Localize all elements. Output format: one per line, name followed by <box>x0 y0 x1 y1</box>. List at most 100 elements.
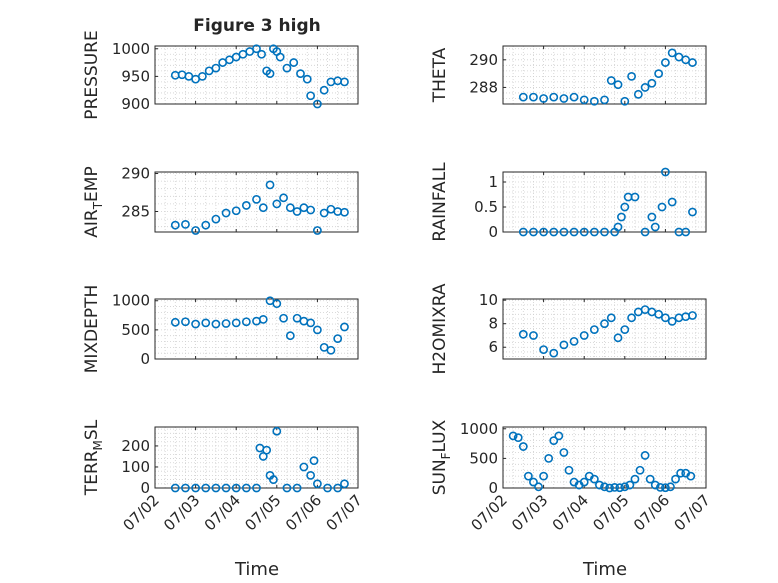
data-point-mixdepth <box>306 318 316 328</box>
data-point-pressure <box>296 69 305 79</box>
data-point-sun-flux <box>539 471 548 481</box>
axes-box-rainfall <box>502 171 707 233</box>
y-tick-label-terr-msl: 200 <box>121 437 150 455</box>
data-point-theta <box>559 94 569 103</box>
data-point-h2omixra <box>627 313 636 323</box>
x-tick-label: 07/06 <box>630 491 673 534</box>
data-point-air-temp <box>279 193 288 203</box>
data-point-pressure <box>252 44 261 54</box>
data-point-terr-msl <box>269 475 278 484</box>
data-point-theta <box>667 48 677 58</box>
data-point-terr-msl <box>292 483 302 493</box>
data-point-mixdepth <box>285 331 295 341</box>
data-point-air-temp <box>191 226 200 235</box>
data-point-rainfall <box>529 227 538 237</box>
data-point-h2omixra <box>529 331 538 340</box>
data-point-pressure <box>265 69 275 79</box>
data-point-sun-flux <box>686 471 696 481</box>
data-point-h2omixra <box>654 309 664 319</box>
x-tick-label: 07/05 <box>589 491 632 534</box>
data-point-h2omixra <box>579 331 589 340</box>
series-theta <box>518 48 697 106</box>
data-point-theta <box>606 76 616 85</box>
data-point-mixdepth <box>170 317 180 327</box>
data-point-air-temp <box>170 220 180 230</box>
data-point-pressure <box>275 52 285 62</box>
y-tick-label-sun-flux: 500 <box>469 449 498 467</box>
data-point-rainfall <box>589 227 599 237</box>
data-point-sun-flux <box>529 477 538 487</box>
data-point-terr-msl <box>191 483 200 493</box>
data-point-sun-flux <box>666 482 675 492</box>
data-point-mixdepth <box>279 313 288 323</box>
series-mixdepth <box>170 296 349 355</box>
axes-box-air-temp <box>154 171 359 233</box>
y-tick-label-rainfall: 1 <box>488 173 498 191</box>
data-point-pressure <box>282 63 292 73</box>
axes-box-h2omixra <box>502 298 707 360</box>
data-point-sun-flux <box>564 465 574 475</box>
data-point-sun-flux <box>534 482 543 492</box>
data-point-theta <box>688 58 697 67</box>
data-point-pressure <box>306 91 316 101</box>
x-tick-label: 07/04 <box>201 491 244 534</box>
data-point-h2omixra <box>613 333 623 343</box>
data-point-air-temp <box>272 199 282 209</box>
data-point-air-temp <box>265 180 275 190</box>
data-point-sun-flux <box>605 483 614 493</box>
data-point-sun-flux <box>513 433 523 443</box>
y-tick-label-terr-msl: 100 <box>121 458 150 476</box>
data-point-sun-flux <box>650 480 660 490</box>
y-tick-label-air-temp: 285 <box>121 202 150 220</box>
data-point-theta <box>620 96 630 106</box>
data-point-pressure <box>257 49 266 59</box>
data-point-pressure <box>302 74 312 84</box>
data-point-terr-msl <box>333 483 343 493</box>
subplot-air-temp: 285 290 AIRTEMP <box>82 165 359 238</box>
data-point-h2omixra <box>549 348 559 358</box>
data-point-theta <box>539 94 548 103</box>
data-point-sun-flux <box>671 474 680 484</box>
data-point-h2omixra <box>667 316 677 326</box>
y-axis-label-pressure: PRESSURE <box>82 30 102 119</box>
data-point-mixdepth <box>312 325 322 335</box>
data-point-air-temp <box>312 226 322 235</box>
data-point-air-temp <box>211 214 221 224</box>
data-point-sun-flux <box>518 442 528 451</box>
data-point-air-temp <box>319 208 329 218</box>
data-point-terr-msl <box>306 470 316 480</box>
data-point-terr-msl <box>272 426 282 436</box>
data-point-sun-flux <box>595 480 604 490</box>
data-point-sun-flux <box>600 482 609 492</box>
data-point-h2omixra <box>559 340 569 350</box>
x-tick-label: 07/03 <box>508 491 551 534</box>
data-point-pressure <box>312 99 322 109</box>
data-point-terr-msl <box>299 462 309 472</box>
data-point-sun-flux <box>579 477 589 487</box>
axes-box-pressure <box>154 45 359 105</box>
data-point-rainfall <box>569 227 579 237</box>
data-point-sun-flux <box>589 474 599 484</box>
data-point-mixdepth <box>181 317 190 327</box>
series-h2omixra <box>518 305 697 358</box>
data-point-sun-flux <box>610 483 620 492</box>
x-tick-label: 07/02 <box>468 491 511 534</box>
y-tick-label-pressure: 950 <box>121 67 150 85</box>
data-point-terr-msl <box>309 456 319 466</box>
subplot-rainfall: 0 0.5 1 RAINFALL <box>430 162 707 242</box>
figure-title: Figure 3 high <box>193 16 321 36</box>
data-point-theta <box>589 96 599 106</box>
data-point-terr-msl <box>181 483 190 493</box>
data-point-sun-flux <box>549 436 559 446</box>
data-point-rainfall <box>539 227 548 237</box>
axes-box-terr-msl <box>154 426 359 489</box>
data-point-air-temp <box>181 220 190 229</box>
data-point-rainfall <box>650 222 660 232</box>
y-axis-label-sun-flux: SUNFLUX <box>430 419 453 495</box>
data-point-terr-msl <box>211 483 221 493</box>
data-point-terr-msl <box>231 483 241 493</box>
data-point-sun-flux <box>625 480 635 490</box>
data-point-mixdepth <box>211 319 221 329</box>
data-point-h2omixra <box>688 311 697 320</box>
data-point-rainfall <box>518 227 528 237</box>
